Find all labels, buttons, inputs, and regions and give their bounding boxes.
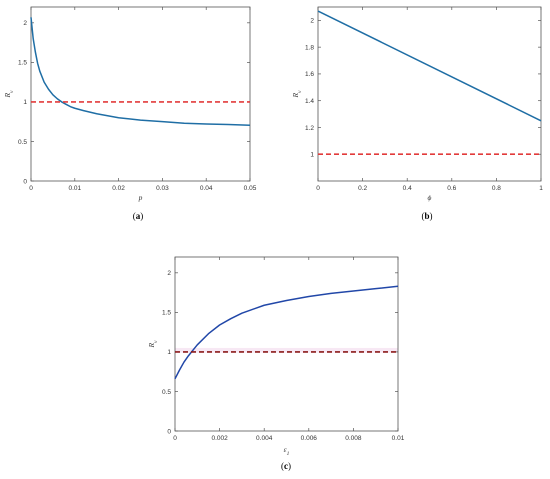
y-tick-label: 0 — [167, 428, 171, 435]
y-tick-label: 2 — [310, 18, 314, 25]
y-tick-label: 2 — [167, 270, 171, 277]
y-tick-label: 1 — [310, 152, 314, 159]
x-tick-label: 0.03 — [156, 185, 169, 192]
highlight-band — [175, 347, 398, 353]
x-tick-label: 0.008 — [345, 435, 362, 442]
series-line — [317, 10, 542, 122]
x-tick-label: 0.004 — [256, 435, 273, 442]
panel-caption: (a) — [133, 211, 144, 221]
panel-c-chart: 0 0.002 0.004 0.006 0.008 0.01 0 0.5 1 1.5 2 Rv ε1 (c… — [147, 256, 405, 471]
panel-caption: (c) — [281, 461, 291, 471]
x-tick-label: 0.8 — [492, 185, 501, 192]
y-tick-label: 0 — [23, 178, 27, 185]
x-tick-label: 0.01 — [68, 185, 81, 192]
y-tick-label: 0.5 — [18, 139, 27, 146]
y-tick-label: 1.5 — [18, 60, 27, 67]
y-tick-label: 1 — [23, 99, 27, 106]
x-axis-label: p — [138, 193, 143, 202]
y-tick-label: 1.8 — [305, 44, 314, 51]
x-tick-label: 0.04 — [200, 185, 213, 192]
series-line — [30, 17, 251, 126]
x-tick-label: 1 — [539, 185, 543, 192]
y-tick-label: 1.4 — [305, 98, 314, 105]
y-axis-label: Rv — [147, 340, 159, 349]
y-tick-label: 2 — [23, 20, 27, 27]
x-tick-label: 0.01 — [392, 435, 405, 442]
y-tick-label: 0.5 — [162, 389, 171, 396]
x-axis-label: ϕ — [428, 193, 432, 202]
y-axis-label: Rv — [3, 90, 15, 99]
x-tick-label: 0.4 — [403, 185, 412, 192]
y-tick-label: 1.5 — [162, 310, 171, 317]
x-tick-label: 0.6 — [447, 185, 456, 192]
series-line — [174, 285, 399, 380]
x-tick-label: 0 — [316, 185, 320, 192]
y-tick-label: 1 — [167, 349, 171, 356]
axes-frame — [317, 6, 542, 182]
panel-caption: (b) — [421, 211, 432, 221]
x-tick-label: 0.02 — [112, 185, 125, 192]
x-tick-label: 0.05 — [244, 185, 257, 192]
y-axis-label: Rv — [291, 90, 303, 99]
y-tick-label: 1.6 — [305, 71, 314, 78]
x-tick-label: 0.006 — [301, 435, 318, 442]
x-tick-label: 0 — [173, 435, 177, 442]
axes-frame — [174, 256, 399, 432]
axes-frame — [30, 6, 251, 182]
panel-a-chart: 0 0.01 0.02 0.03 0.04 0.05 0 0.5 1 1.5 2 Rv p (a) — [3, 6, 257, 221]
x-tick-label: 0 — [29, 185, 33, 192]
x-axis-label: ε1 — [284, 445, 290, 457]
x-tick-label: 0.2 — [358, 185, 367, 192]
y-tick-label: 1.2 — [305, 125, 314, 132]
panel-b-chart: 0 0.2 0.4 0.6 0.8 1 1 1.2 1.4 1.6 1.8 2 Rv ϕ (b) — [291, 6, 543, 221]
x-tick-label: 0.002 — [211, 435, 228, 442]
